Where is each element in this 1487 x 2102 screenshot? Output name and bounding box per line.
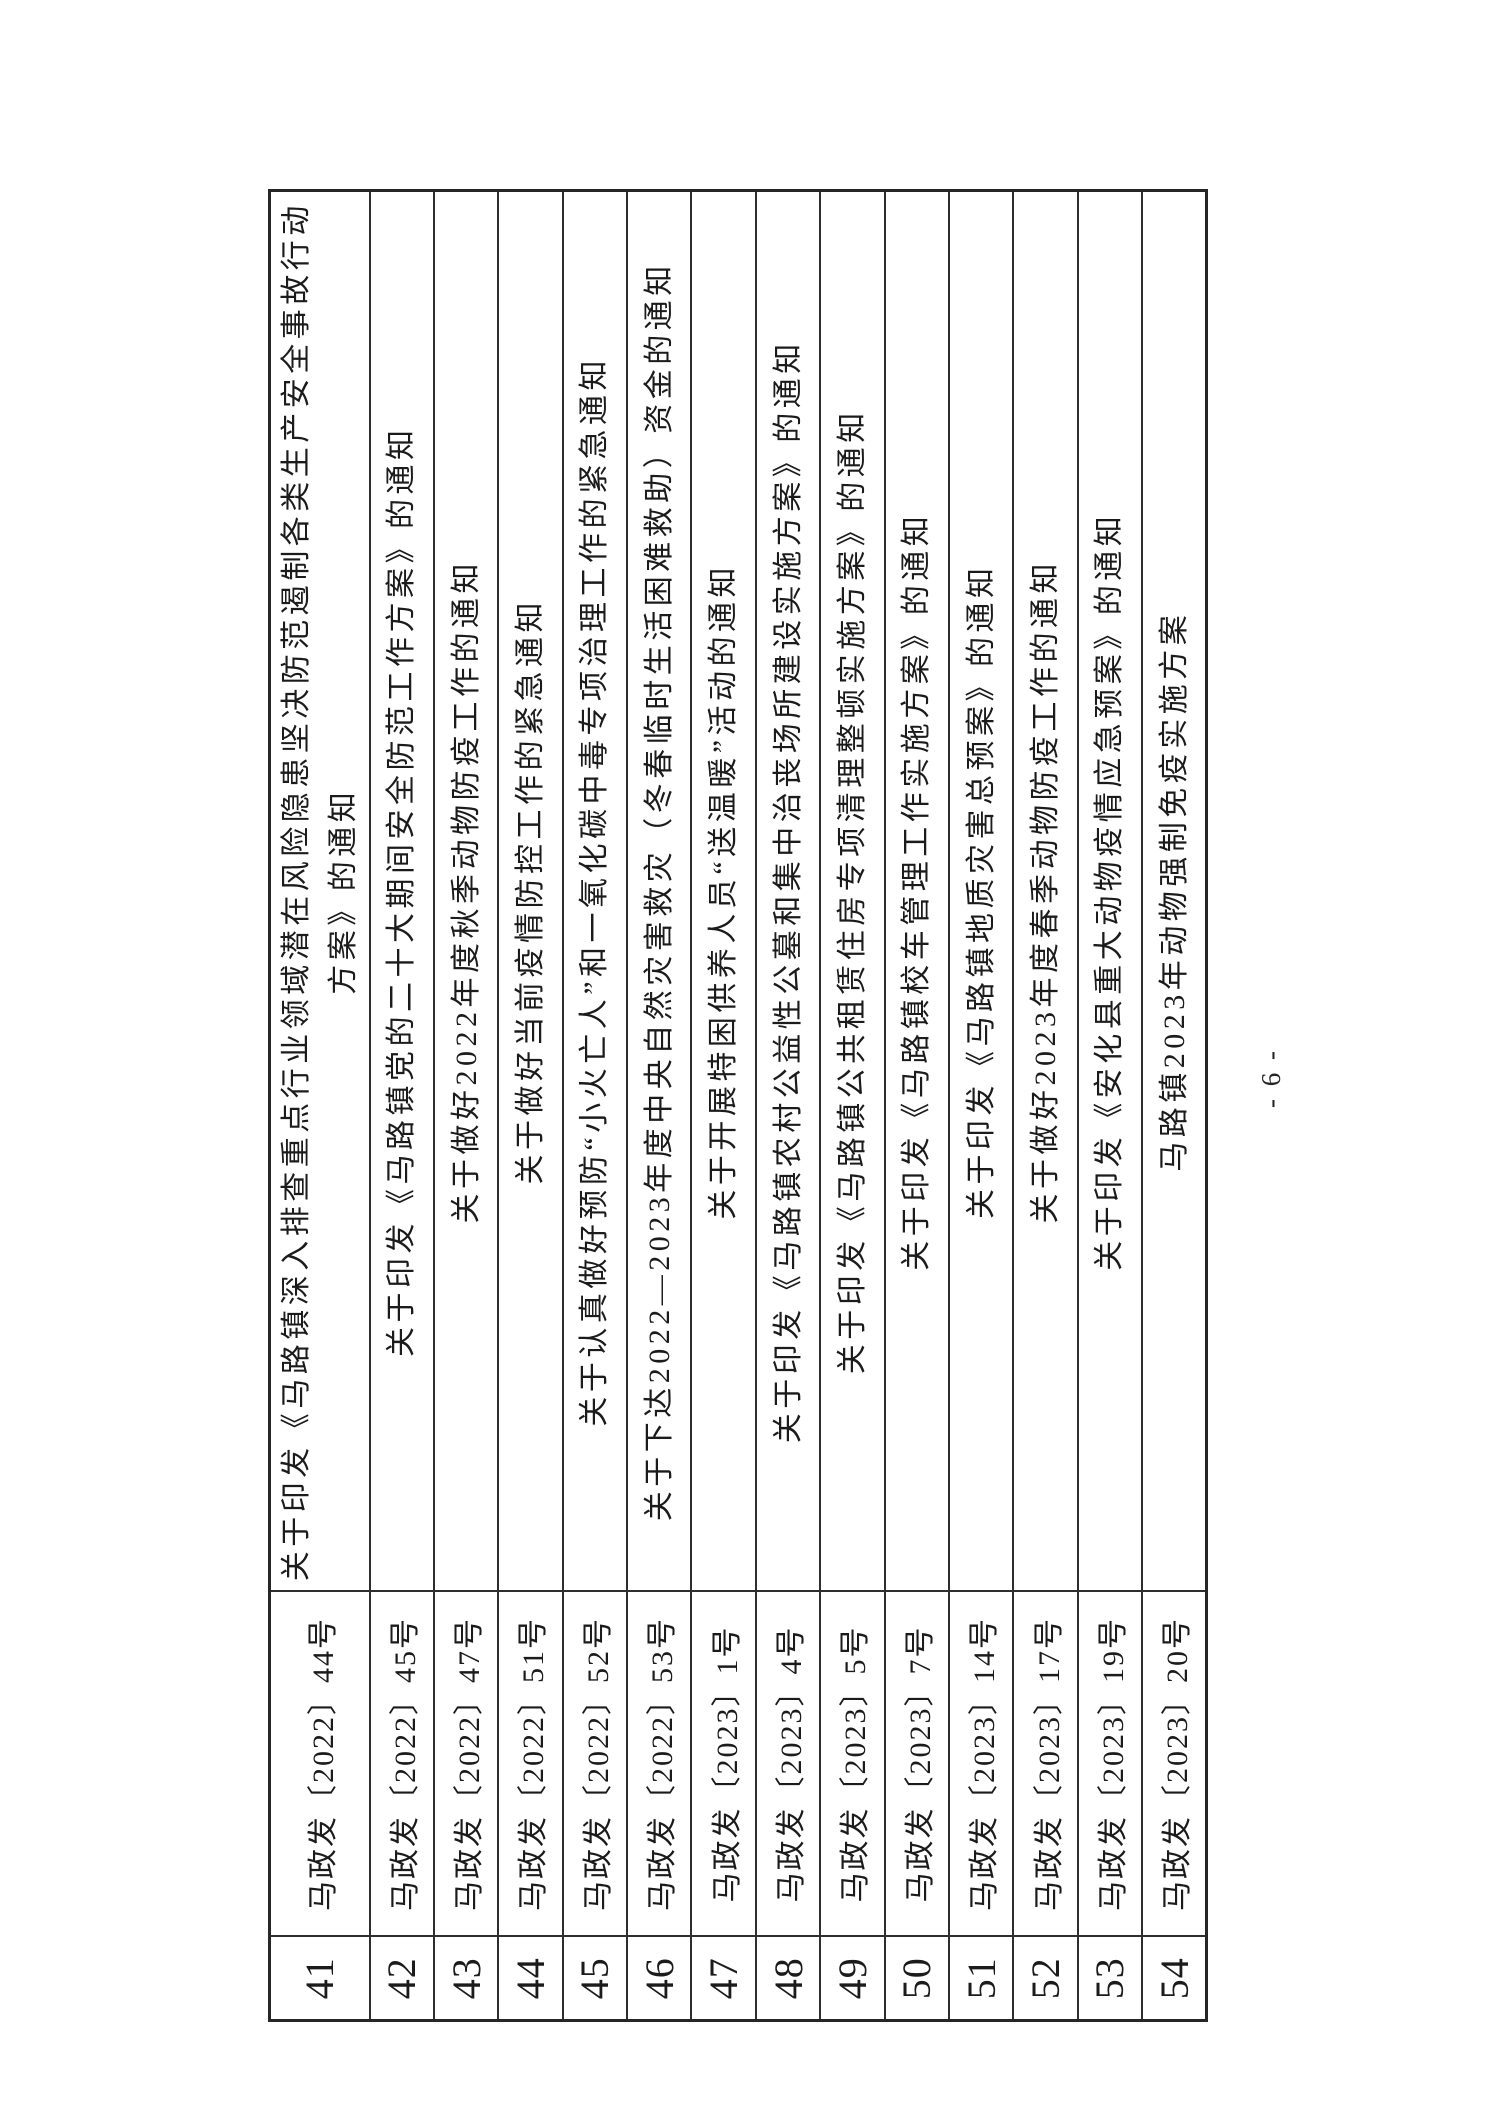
table-row: 48 马政发〔2023〕4号 关于印发《马路镇农村公益性公墓和集中治丧场所建设实… [755, 190, 821, 2021]
doc-title-cell: 关于印发《马路镇公共租赁住房专项清理整顿实施方案》的通知 [820, 190, 885, 1592]
doc-title-cell: 关于开展特困供养人员“送温暖”活动的通知 [691, 190, 756, 1592]
doc-title-cell: 关于做好当前疫情防控工作的紧急通知 [498, 190, 563, 1592]
doc-number-cell: 马政发〔2022〕47号 [433, 1591, 499, 1937]
row-index-cell: 51 [949, 1936, 1014, 2021]
doc-title-cell: 马路镇2023年动物强制免疫实施方案 [1142, 190, 1207, 1592]
row-index-cell: 50 [884, 1936, 950, 2021]
table-body: 41 马政发〔2022〕44号 关于印发《马路镇深入排查重点行业领域潜在风险隐患… [269, 190, 1207, 2021]
doc-number-cell: 马政发〔2023〕20号 [1142, 1591, 1207, 1937]
doc-title-cell: 关于做好2023年度春季动物防疫工作的通知 [1013, 190, 1078, 1592]
row-index-cell: 44 [498, 1936, 563, 2021]
row-index-cell: 45 [562, 1936, 628, 2021]
table-row: 53 马政发〔2023〕19号 关于印发《安化县重大动物疫情应急预案》的通知 [1077, 190, 1143, 2021]
doc-title-cell: 关于印发《马路镇校车管理工作实施方案》的通知 [884, 190, 950, 1592]
doc-title-cell: 关于印发《马路镇深入排查重点行业领域潜在风险隐患坚决防范遏制各类生产安全事故行动… [269, 190, 370, 1592]
table-row: 43 马政发〔2022〕47号 关于做好2022年度秋季动物防疫工作的通知 [433, 190, 499, 2021]
row-index-cell: 41 [269, 1936, 370, 2021]
table-row: 44 马政发〔2022〕51号 关于做好当前疫情防控工作的紧急通知 [498, 190, 563, 2021]
row-index-cell: 49 [820, 1936, 885, 2021]
table-row: 47 马政发〔2023〕1号 关于开展特困供养人员“送温暖”活动的通知 [691, 190, 756, 2021]
row-index-cell: 48 [755, 1936, 821, 2021]
rotated-table-container: 41 马政发〔2022〕44号 关于印发《马路镇深入排查重点行业领域潜在风险隐患… [268, 189, 1209, 2022]
row-index-cell: 43 [433, 1936, 499, 2021]
doc-number-cell: 马政发〔2023〕5号 [820, 1591, 885, 1937]
doc-title-cell: 关于认真做好预防“小火亡人”和一氧化碳中毒专项治理工作的紧急通知 [562, 190, 628, 1592]
doc-number-cell: 马政发〔2023〕7号 [884, 1591, 950, 1937]
doc-title-cell: 关于印发《安化县重大动物疫情应急预案》的通知 [1077, 190, 1143, 1592]
doc-number-cell: 马政发〔2022〕53号 [627, 1591, 692, 1937]
document-index-table: 41 马政发〔2022〕44号 关于印发《马路镇深入排查重点行业领域潜在风险隐患… [268, 189, 1209, 2022]
table-row: 46 马政发〔2022〕53号 关于下达2022—2023年度中央自然灾害救灾（… [627, 190, 692, 2021]
table-row: 54 马政发〔2023〕20号 马路镇2023年动物强制免疫实施方案 [1142, 190, 1207, 2021]
row-index-cell: 42 [369, 1936, 434, 2021]
row-index-cell: 53 [1077, 1936, 1143, 2021]
doc-number-cell: 马政发〔2022〕51号 [498, 1591, 563, 1937]
doc-number-cell: 马政发〔2023〕19号 [1077, 1591, 1143, 1937]
doc-title-cell: 关于做好2022年度秋季动物防疫工作的通知 [433, 190, 499, 1592]
doc-number-cell: 马政发〔2022〕44号 [269, 1591, 370, 1937]
row-index-cell: 47 [691, 1936, 756, 2021]
page-number: - 6 - [1256, 1048, 1286, 1108]
doc-number-cell: 马政发〔2022〕45号 [369, 1591, 434, 1937]
doc-title-cell: 关于印发《马路镇党的二十大期间安全防范工作方案》的通知 [369, 190, 434, 1592]
table-row: 49 马政发〔2023〕5号 关于印发《马路镇公共租赁住房专项清理整顿实施方案》… [820, 190, 885, 2021]
doc-title-cell: 关于印发《马路镇地质灾害总预案》的通知 [949, 190, 1014, 1592]
row-index-cell: 46 [627, 1936, 692, 2021]
doc-number-cell: 马政发〔2023〕17号 [1013, 1591, 1078, 1937]
table-row: 41 马政发〔2022〕44号 关于印发《马路镇深入排查重点行业领域潜在风险隐患… [269, 190, 370, 2021]
doc-number-cell: 马政发〔2023〕4号 [755, 1591, 821, 1937]
table-row: 52 马政发〔2023〕17号 关于做好2023年度春季动物防疫工作的通知 [1013, 190, 1078, 2021]
table-row: 50 马政发〔2023〕7号 关于印发《马路镇校车管理工作实施方案》的通知 [884, 190, 950, 2021]
row-index-cell: 54 [1142, 1936, 1207, 2021]
doc-number-cell: 马政发〔2022〕52号 [562, 1591, 628, 1937]
doc-title-cell: 关于印发《马路镇农村公益性公墓和集中治丧场所建设实施方案》的通知 [755, 190, 821, 1592]
table-row: 45 马政发〔2022〕52号 关于认真做好预防“小火亡人”和一氧化碳中毒专项治… [562, 190, 628, 2021]
doc-number-cell: 马政发〔2023〕14号 [949, 1591, 1014, 1937]
table-row: 42 马政发〔2022〕45号 关于印发《马路镇党的二十大期间安全防范工作方案》… [369, 190, 434, 2021]
row-index-cell: 52 [1013, 1936, 1078, 2021]
doc-number-cell: 马政发〔2023〕1号 [691, 1591, 756, 1937]
table-row: 51 马政发〔2023〕14号 关于印发《马路镇地质灾害总预案》的通知 [949, 190, 1014, 2021]
doc-title-cell: 关于下达2022—2023年度中央自然灾害救灾（冬春临时生活困难救助）资金的通知 [627, 190, 692, 1592]
